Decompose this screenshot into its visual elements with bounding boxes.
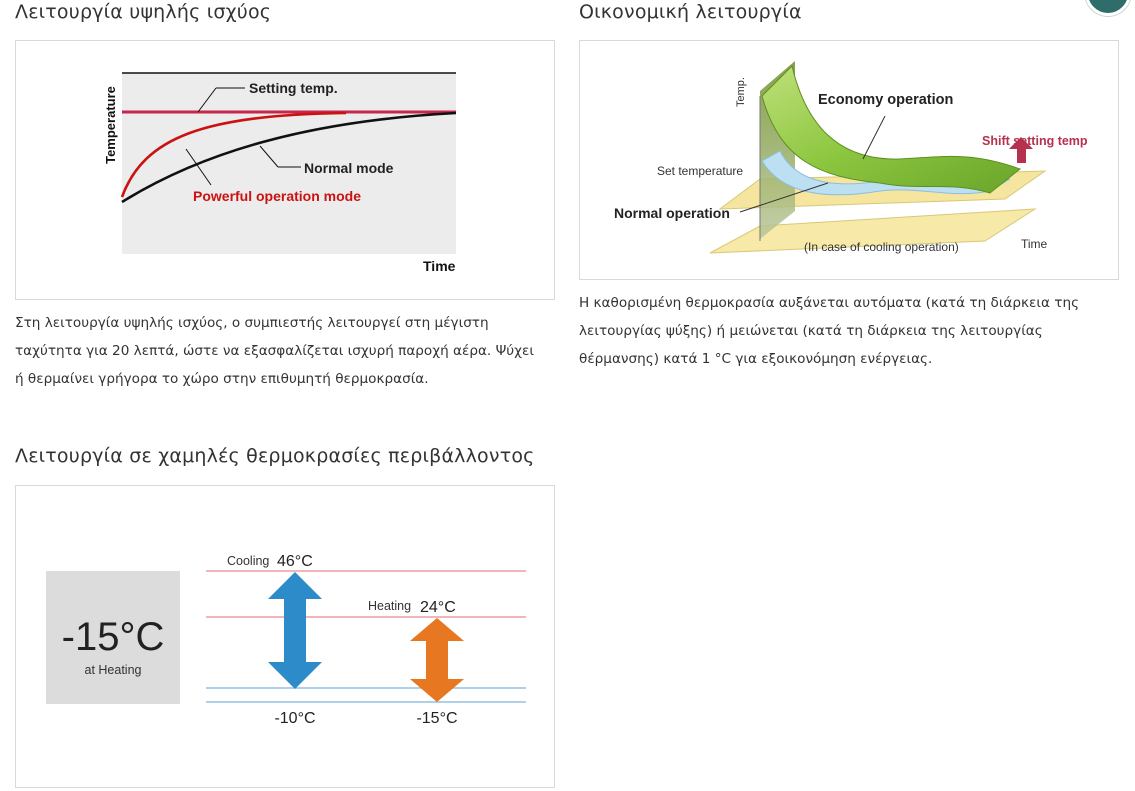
floor-plane	[709, 208, 1037, 254]
powerful-diagram: Temperature Setting temp. Normal mode Po…	[103, 72, 457, 274]
normal-mode-label: Normal mode	[304, 160, 394, 176]
heating-min-value: -15°C	[416, 710, 457, 727]
setting-leader-line	[197, 87, 217, 113]
normal-leader-line	[259, 145, 279, 168]
heating-limit-box	[46, 571, 180, 704]
round-action-icon[interactable]	[1085, 0, 1131, 16]
shift-up-arrow-icon	[1009, 137, 1033, 163]
cooling-case-label: (In case of cooling operation)	[804, 240, 959, 254]
heating-limit-caption: at Heating	[85, 663, 142, 677]
cooling-label: Cooling	[227, 554, 269, 568]
economy-diagram: Temp. Economy operation Shift setting te…	[614, 61, 1088, 254]
cooling-max-value: 46°C	[277, 553, 313, 570]
heating-limit-value: -15°C	[62, 615, 165, 659]
powerful-mode-curve	[120, 111, 347, 198]
low-ambient-diagram: -15°C at Heating Cooling 46°C Heating 24…	[46, 553, 526, 727]
time-axis-label: Time	[1021, 237, 1048, 251]
economy-operation-label: Economy operation	[818, 92, 953, 108]
cooling-range-arrow-icon	[268, 572, 322, 689]
normal-operation-label: Normal operation	[614, 205, 730, 221]
heating-max-value: 24°C	[420, 599, 456, 616]
temp-axis-label: Temp.	[735, 77, 747, 107]
time-axis-label: Time	[423, 258, 456, 274]
economy-section-title: Οικονομική λειτουργία	[579, 1, 802, 23]
heating-range-arrow-icon	[410, 618, 464, 702]
normal-mode-curve	[121, 111, 457, 204]
heating-label: Heating	[368, 599, 411, 613]
low-ambient-section-title: Λειτουργία σε χαμηλές θερμοκρασίες περιβ…	[15, 445, 535, 467]
setting-temp-label: Setting temp.	[249, 80, 338, 96]
powerful-leader-line	[185, 148, 212, 186]
normal-leader-line	[739, 182, 829, 213]
cooling-min-value: -10°C	[274, 710, 315, 727]
powerful-mode-label: Powerful operation mode	[193, 188, 361, 204]
powerful-diagram-panel: Temperature Setting temp. Normal mode Po…	[15, 40, 555, 300]
economy-leader-line	[862, 115, 886, 160]
economy-description: Η καθορισμένη θερμοκρασία αυξάνεται αυτό…	[579, 295, 1080, 367]
low-ambient-diagram-panel: -15°C at Heating Cooling 46°C Heating 24…	[15, 485, 555, 788]
powerful-section-title: Λειτουργία υψηλής ισχύος	[15, 1, 272, 23]
economy-operation-surface	[761, 65, 1022, 194]
temperature-axis-label: Temperature	[103, 86, 118, 164]
economy-diagram-panel: Temp. Economy operation Shift setting te…	[579, 40, 1119, 280]
powerful-description: Στη λειτουργία υψηλής ισχύος, ο συμπιεστ…	[15, 315, 534, 387]
shift-setting-temp-label: Shift setting temp	[982, 134, 1088, 148]
chart-background	[122, 73, 456, 254]
set-temperature-label: Set temperature	[657, 164, 743, 178]
